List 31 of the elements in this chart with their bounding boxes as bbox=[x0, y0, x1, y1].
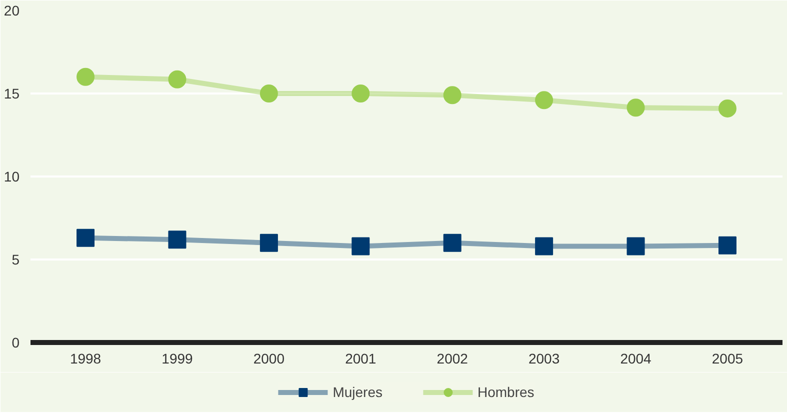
point bbox=[626, 237, 645, 256]
point bbox=[168, 230, 186, 249]
x-tick-label: 2003 bbox=[528, 350, 560, 366]
legend-label: Hombres bbox=[478, 383, 534, 402]
point bbox=[443, 86, 462, 104]
point bbox=[168, 70, 186, 88]
y-tick-label: 0 bbox=[12, 334, 20, 350]
x-tick-label: 1998 bbox=[70, 350, 102, 366]
point bbox=[352, 237, 370, 256]
x-tick-label: 2001 bbox=[345, 350, 376, 366]
point bbox=[76, 68, 95, 86]
y-tick-label: 5 bbox=[12, 252, 20, 268]
x-tick-label: 2004 bbox=[620, 350, 652, 366]
point bbox=[443, 234, 462, 252]
point bbox=[535, 237, 554, 256]
point bbox=[260, 234, 278, 252]
x-tick-label: 1999 bbox=[162, 350, 194, 366]
x-tick-label: 2000 bbox=[253, 350, 285, 366]
y-tick-label: 10 bbox=[4, 168, 20, 184]
point bbox=[626, 98, 645, 117]
x-tick-label: 2002 bbox=[436, 350, 468, 366]
x-tick-label: 2005 bbox=[712, 350, 744, 366]
y-tick-label: 15 bbox=[4, 86, 20, 102]
point bbox=[260, 84, 278, 102]
point bbox=[718, 236, 736, 254]
legend-label: Mujeres bbox=[332, 383, 382, 402]
point bbox=[352, 84, 370, 102]
point bbox=[535, 91, 554, 110]
point bbox=[76, 228, 95, 247]
point bbox=[718, 99, 736, 118]
y-tick-label: 20 bbox=[4, 2, 20, 18]
